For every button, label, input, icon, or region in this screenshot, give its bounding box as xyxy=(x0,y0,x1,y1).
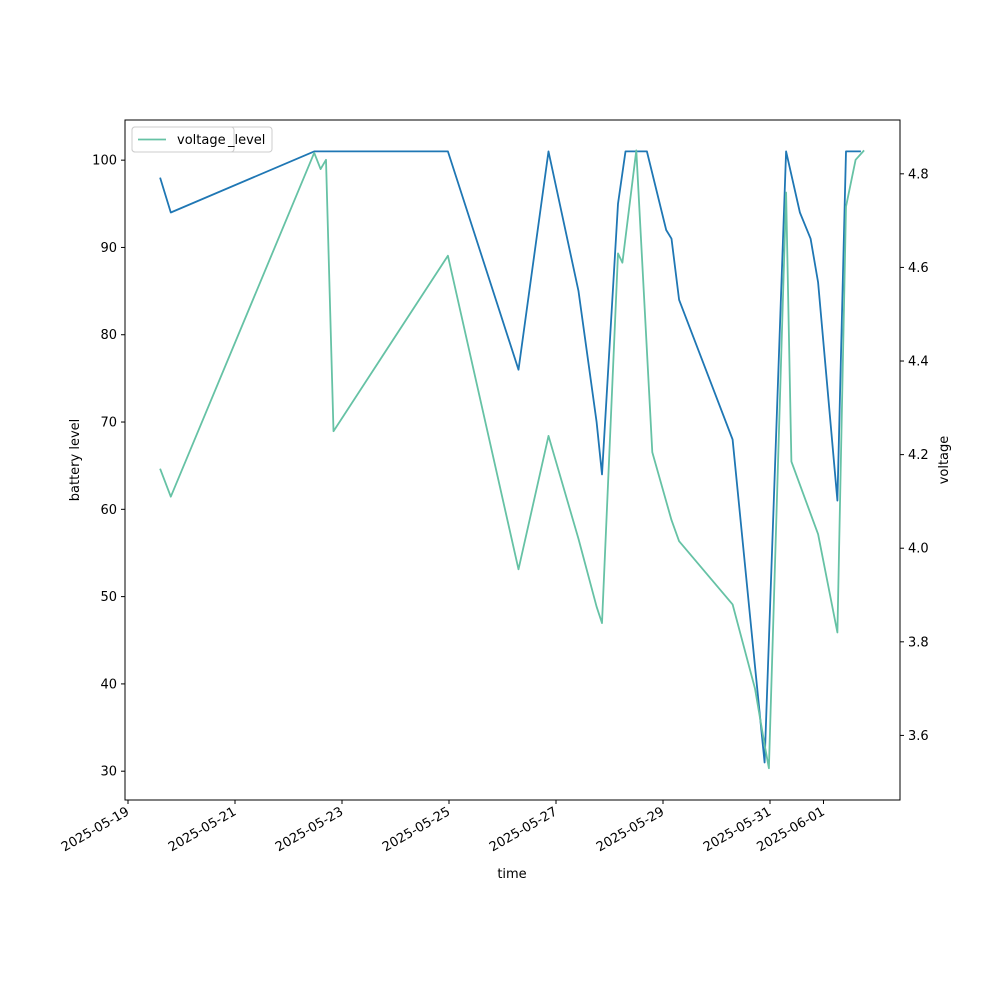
y-axis-left-label: battery level xyxy=(68,419,83,502)
y-right-tick-label: 4.0 xyxy=(908,542,929,557)
y-right-tick-label: 4.2 xyxy=(908,448,929,463)
legend-frame-overlay xyxy=(131,126,235,153)
y-left-tick-label: 60 xyxy=(100,503,117,518)
legend-label-level-fragment: _level xyxy=(227,133,265,148)
series-line-voltage xyxy=(159,149,865,770)
y-right-tick-label: 4.4 xyxy=(908,355,929,370)
y-right-tick-label: 4.6 xyxy=(908,261,929,276)
y-axis-right-label: voltage xyxy=(937,436,952,485)
plot-lines xyxy=(159,149,865,770)
y-left-tick-label: 70 xyxy=(100,416,117,431)
plot-frame xyxy=(124,119,901,801)
y-axis-right: 3.6 3.8 4.0 4.2 4.4 4.6 4.8 xyxy=(900,167,929,744)
y-right-tick-label: 4.8 xyxy=(908,167,929,182)
x-axis-label: time xyxy=(497,867,526,882)
y-left-tick-label: 100 xyxy=(92,154,117,169)
y-left-tick-label: 90 xyxy=(100,241,117,256)
y-axis-left: 30 40 50 60 70 80 90 100 xyxy=(92,154,125,780)
y-right-tick-label: 3.6 xyxy=(908,729,929,744)
y-left-tick-label: 80 xyxy=(100,328,117,343)
y-left-tick-label: 50 xyxy=(100,590,117,605)
y-right-tick-label: 3.8 xyxy=(908,635,929,650)
legend: voltage xyxy=(131,126,273,153)
series-line-level xyxy=(159,150,861,764)
y-left-tick-label: 40 xyxy=(100,677,117,692)
legend-label-voltage: voltage xyxy=(177,133,226,148)
y-left-tick-label: 30 xyxy=(100,765,117,780)
